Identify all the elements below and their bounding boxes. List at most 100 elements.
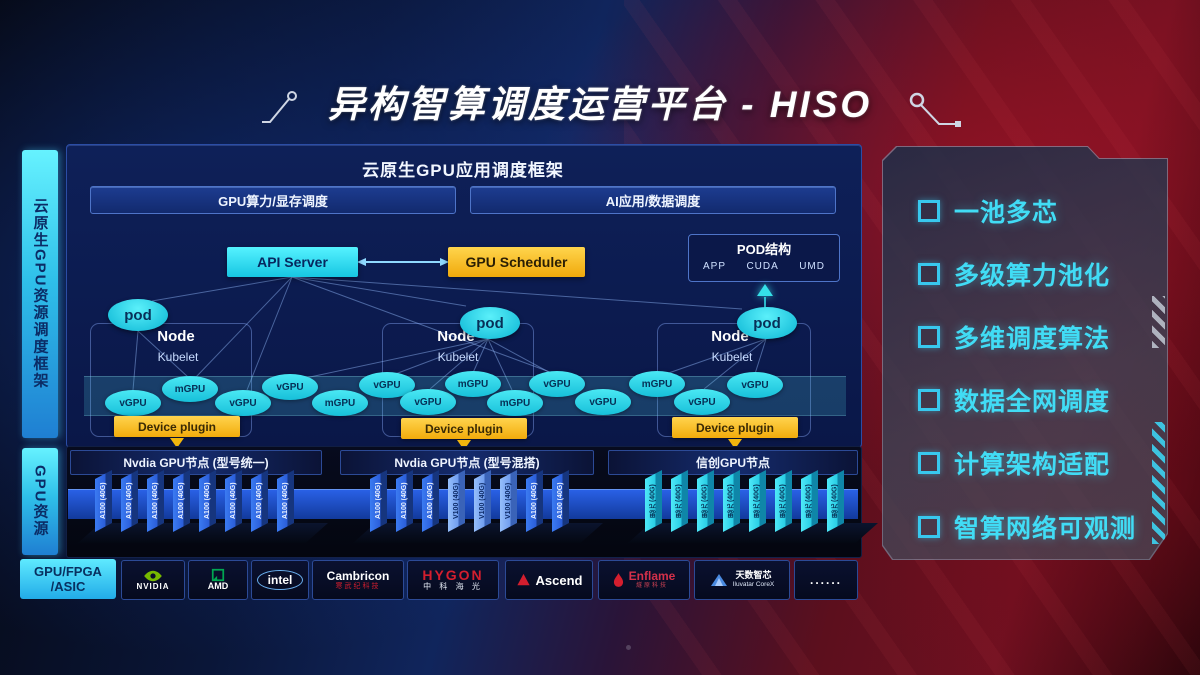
node-1-kubelet: Kubelet bbox=[157, 350, 199, 364]
gpu-ellipse: mGPU bbox=[445, 371, 501, 397]
feature-item: 智算网络可观测 bbox=[918, 509, 1136, 545]
gpu-card: V100 (40G) bbox=[474, 470, 491, 532]
framework-header: 云原生GPU应用调度框架 bbox=[362, 161, 564, 180]
gpu-card-stack-2: A100 (40G) A100 (40G) A100 (40G) V100 (4… bbox=[370, 470, 580, 534]
gpu-ellipse: mGPU bbox=[487, 390, 543, 416]
feature-panel: 一池多芯 多级算力池化 多维调度算法 数据全网调度 计算架构适配 智算网络可观测 bbox=[882, 146, 1168, 560]
pod-ellipse-1: pod bbox=[108, 299, 168, 331]
circuit-deco-right bbox=[909, 92, 961, 127]
gpu-ellipse: vGPU bbox=[105, 390, 161, 416]
pod-structure-arrow-icon bbox=[757, 284, 773, 296]
gpu-card: 思元 (40G) bbox=[645, 470, 662, 532]
hazard-stripes-icon bbox=[1152, 296, 1165, 348]
vendor-cambricon: Cambricon 寒武纪科技 bbox=[312, 560, 404, 600]
sidebar-gpu-label: GPU资源 bbox=[31, 465, 49, 538]
sidebar-gpu-bar: GPU资源 bbox=[22, 448, 58, 555]
gpu-card: A100 (40G) bbox=[199, 470, 216, 532]
bar-gpu-compute-scheduling: GPU算力/显存调度 bbox=[90, 186, 456, 214]
device-plugin-1-arrow-icon bbox=[170, 438, 184, 448]
vendor-nvidia: NVIDIA bbox=[121, 560, 185, 600]
gpu-card: 思元 (40G) bbox=[775, 470, 792, 532]
pod-structure-title: POD结构 bbox=[736, 242, 792, 257]
gpu-group-2-label: Nvdia GPU节点 (型号混搭) bbox=[340, 450, 594, 475]
feature-item: 计算架构适配 bbox=[918, 445, 1110, 481]
gpu-card: 思元 (40G) bbox=[749, 470, 766, 532]
vendor-ascend: Ascend bbox=[505, 560, 593, 600]
rack-platform-2 bbox=[353, 523, 603, 543]
pod-ellipse-3: pod bbox=[737, 307, 797, 339]
enflame-icon bbox=[613, 572, 623, 587]
pod-structure-item-app: APP bbox=[703, 261, 727, 272]
vendor-hygon: HYGON 中 科 海 光 bbox=[407, 560, 499, 600]
ascend-icon bbox=[516, 573, 530, 586]
pod-structure-item-cuda: CUDA bbox=[746, 261, 779, 272]
gpu-card: 思元 (40G) bbox=[723, 470, 740, 532]
device-plugin-1: Device plugin bbox=[114, 416, 240, 437]
gpu-card: A100 (40G) bbox=[95, 470, 112, 532]
gpu-card: A100 (40G) bbox=[422, 470, 439, 532]
pod-structure-box: POD结构 APP CUDA UMD bbox=[688, 234, 840, 282]
gpu-card: 思元 (40G) bbox=[697, 470, 714, 532]
feature-item: 一池多芯 bbox=[918, 193, 1058, 229]
gpu-card: A100 (40G) bbox=[225, 470, 242, 532]
gpu-ellipse: mGPU bbox=[312, 390, 368, 416]
square-bullet-icon bbox=[918, 452, 940, 474]
gpu-ellipse: vGPU bbox=[529, 371, 585, 397]
bar-ai-data-scheduling: AI应用/数据调度 bbox=[470, 186, 836, 214]
gpu-ellipse: mGPU bbox=[629, 371, 685, 397]
hardware-type-label: GPU/FPGA /ASIC bbox=[20, 559, 116, 599]
sidebar-framework-label: 云原生GPU资源调度框架 bbox=[31, 198, 49, 390]
gpu-card: 思元 (40G) bbox=[827, 470, 844, 532]
device-plugin-2: Device plugin bbox=[401, 418, 527, 439]
node-1-label: Node bbox=[157, 328, 195, 345]
square-bullet-icon bbox=[918, 200, 940, 222]
gpu-card: A100 (40G) bbox=[173, 470, 190, 532]
gpu-card: 思元 (40G) bbox=[801, 470, 818, 532]
gpu-ellipse: vGPU bbox=[400, 389, 456, 415]
gpu-card: A100 (40G) bbox=[552, 470, 569, 532]
vendor-iluvatar: 天数智芯 Iluvatar CoreX bbox=[694, 560, 790, 600]
gpu-ellipse: vGPU bbox=[674, 389, 730, 415]
page-title: 异构智算调度运营平台 - HISO bbox=[327, 84, 873, 125]
gpu-group-1-label: Nvdia GPU节点 (型号统一) bbox=[70, 450, 322, 475]
gpu-card: A100 (40G) bbox=[251, 470, 268, 532]
pod-structure-item-umd: UMD bbox=[799, 261, 825, 272]
watermark-dot bbox=[626, 645, 631, 650]
gpu-card: V100 (40G) bbox=[448, 470, 465, 532]
gpu-card-stack-3: 思元 (40G) 思元 (40G) 思元 (40G) 思元 (40G) 思元 (… bbox=[645, 470, 855, 534]
device-plugin-3-arrow-icon bbox=[728, 439, 742, 449]
gpu-card: A100 (40G) bbox=[121, 470, 138, 532]
circuit-deco-left bbox=[262, 91, 297, 123]
amd-icon bbox=[211, 568, 225, 582]
pod-structure-items: APP CUDA UMD bbox=[689, 258, 839, 272]
rack-platform-1 bbox=[78, 523, 328, 543]
nvidia-icon bbox=[144, 570, 162, 581]
rack-platform-3 bbox=[628, 523, 878, 543]
feature-item: 多维调度算法 bbox=[918, 319, 1110, 355]
sidebar-framework-bar: 云原生GPU资源调度框架 bbox=[22, 150, 58, 438]
vendor-intel: intel bbox=[251, 560, 309, 600]
square-bullet-icon bbox=[918, 263, 940, 285]
gpu-ellipse: vGPU bbox=[262, 374, 318, 400]
feature-item: 多级算力池化 bbox=[918, 256, 1110, 292]
gpu-card: A100 (40G) bbox=[370, 470, 387, 532]
gpu-card: 思元 (40G) bbox=[671, 470, 688, 532]
gpu-card: A100 (40G) bbox=[526, 470, 543, 532]
vendor-enflame: Enflame 燧原科技 bbox=[598, 560, 690, 600]
gpu-ellipse: mGPU bbox=[162, 376, 218, 402]
square-bullet-icon bbox=[918, 389, 940, 411]
vendor-amd: AMD bbox=[188, 560, 248, 600]
node-2-kubelet: Kubelet bbox=[437, 350, 479, 364]
gpu-card: A100 (40G) bbox=[396, 470, 413, 532]
square-bullet-icon bbox=[918, 516, 940, 538]
gpu-ellipse: vGPU bbox=[575, 389, 631, 415]
device-plugin-3: Device plugin bbox=[672, 417, 798, 438]
hazard-stripes-icon bbox=[1152, 422, 1165, 544]
gpu-card: V100 (40G) bbox=[500, 470, 517, 532]
square-bullet-icon bbox=[918, 326, 940, 348]
device-plugin-2-arrow-icon bbox=[457, 440, 471, 450]
vendor-more: ...... bbox=[794, 560, 858, 600]
gpu-ellipse: vGPU bbox=[727, 372, 783, 398]
gpu-scheduler-box: GPU Scheduler bbox=[448, 247, 585, 277]
